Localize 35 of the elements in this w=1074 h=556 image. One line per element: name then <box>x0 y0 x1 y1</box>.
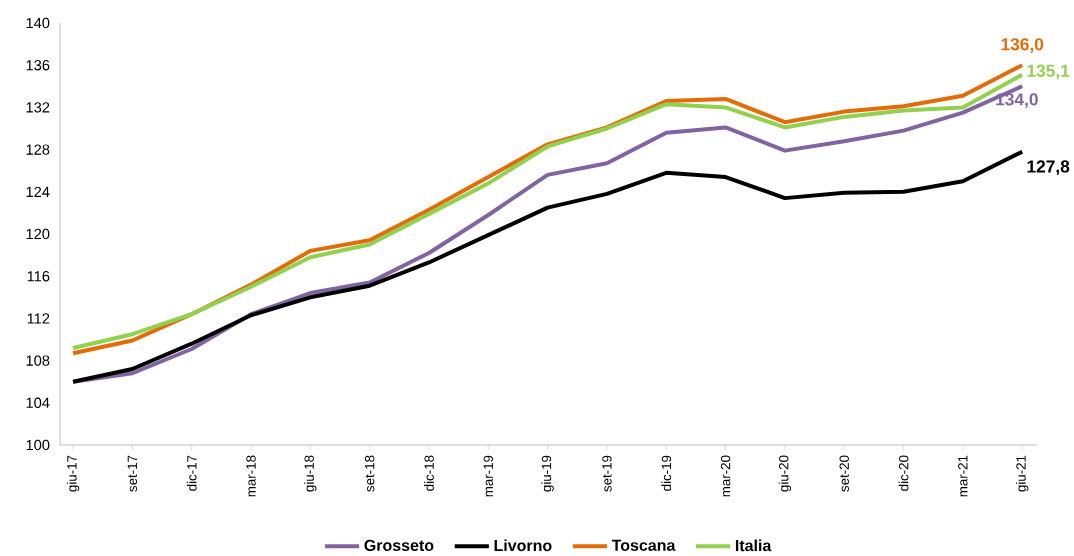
data-label: 127,8 <box>1027 160 1070 176</box>
x-tick-label: mar-19 <box>483 455 494 497</box>
x-tick-label: mar-20 <box>720 455 731 497</box>
y-tick-label: 120 <box>26 228 50 240</box>
x-tick-label: mar-21 <box>958 455 968 497</box>
x-tick-label: dic-17 <box>186 455 197 491</box>
x-tick-label: giu-21 <box>1015 455 1029 492</box>
x-tick-label: giu-17 <box>66 455 80 492</box>
x-tick-label: mar-18 <box>246 455 256 497</box>
y-tick-label: 136 <box>26 60 50 71</box>
y-tick-label: 116 <box>27 271 50 282</box>
legend-label: Grosseto <box>364 539 434 551</box>
x-tick-label: dic-20 <box>898 455 909 491</box>
legend-label: Italia <box>735 539 772 552</box>
x-tick-label: dic-18 <box>424 455 434 491</box>
x-tick-label: set-17 <box>127 455 138 492</box>
x-tick-label: set-20 <box>839 455 849 492</box>
y-tick-label: 124 <box>26 186 50 197</box>
y-tick-label: 132 <box>26 102 50 113</box>
y-tick-label: 100 <box>26 439 50 451</box>
y-tick-label: 140 <box>26 17 50 29</box>
y-tick-label: 128 <box>26 144 50 155</box>
legend-label: Toscana <box>611 539 676 551</box>
y-tick-label: 104 <box>26 397 50 408</box>
x-tick-label: set-19 <box>602 455 612 492</box>
y-tick-label: 112 <box>27 313 50 324</box>
x-tick-label: set-18 <box>364 455 375 492</box>
x-tick-label: giu-19 <box>541 455 554 492</box>
x-tick-label: giu-18 <box>304 455 317 492</box>
data-label: 136,0 <box>1001 38 1044 53</box>
x-tick-label: dic-19 <box>661 455 672 491</box>
y-tick-label: 108 <box>26 355 50 366</box>
data-label: 135,1 <box>1027 64 1070 80</box>
legend-label: Livorno <box>494 539 552 552</box>
x-tick-label: giu-20 <box>778 455 792 492</box>
